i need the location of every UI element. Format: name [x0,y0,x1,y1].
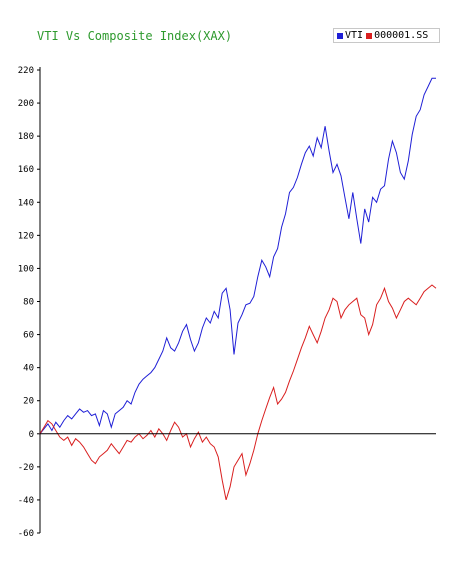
series-line-composite [39,284,437,501]
y-tick-label: 160 [18,165,34,175]
y-tick-label: 0 [29,430,34,440]
y-tick-label: 140 [18,198,34,208]
y-tick-label: -40 [18,496,34,506]
y-tick-label: -60 [18,529,34,539]
legend-label-composite: 000001.SS [374,30,429,41]
chart-title: VTI Vs Composite Index(XAX) [37,29,233,43]
y-tick-label: -20 [18,463,34,473]
legend-item-composite: 000001.SS [366,30,428,41]
legend-item-vti: VTI [337,30,363,41]
y-tick-label: 20 [23,397,34,407]
legend-label-vti: VTI [345,30,364,41]
legend-swatch-vti [337,32,343,39]
y-tick-label: 220 [18,66,34,76]
legend: VTI 000001.SS [333,28,440,43]
y-tick-label: 180 [18,132,34,142]
series-line-vti [39,77,436,435]
y-tick-label: 100 [18,264,34,274]
y-tick-label: 120 [18,231,34,241]
y-tick-label: 60 [23,331,34,341]
y-tick-label: 40 [23,364,34,374]
y-tick-label: 80 [23,298,34,308]
y-tick-label: 200 [18,99,34,109]
legend-swatch-composite [366,32,373,39]
series-lines [39,77,437,501]
